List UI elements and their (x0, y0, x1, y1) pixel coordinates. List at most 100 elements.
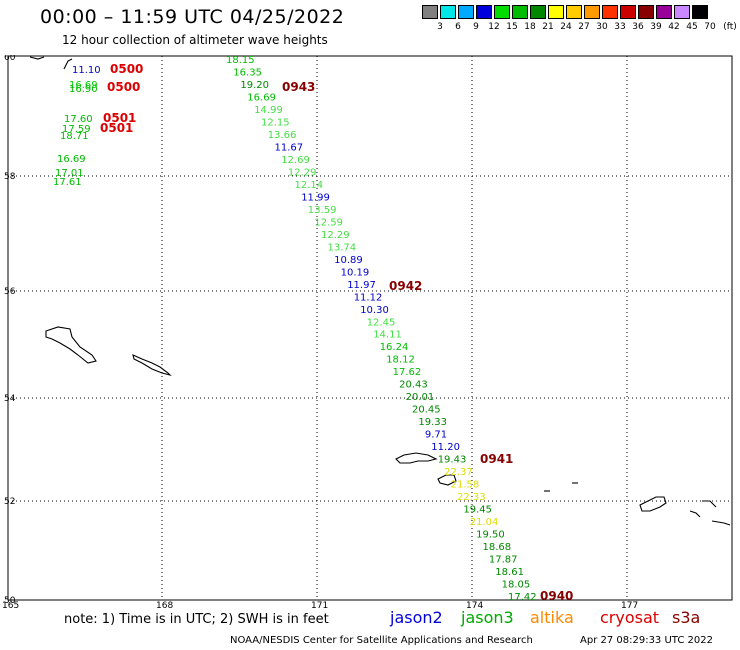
swh-value: 17.42 (508, 592, 537, 603)
pass-time: 0501 (103, 111, 136, 125)
swh-value: 17.87 (489, 555, 518, 566)
swh-value: 20.45 (412, 405, 441, 416)
scale-swatch (692, 5, 708, 19)
swh-value: 16.24 (380, 342, 409, 353)
scale-tick-label: 24 (560, 22, 572, 32)
scale-unit-label: (ft) (723, 22, 737, 32)
scale-swatch (458, 5, 474, 19)
lat-label: 60 (4, 55, 16, 63)
swh-value: 18.61 (495, 567, 524, 578)
lat-label: 50 (4, 596, 16, 606)
swh-value: 22.37 (444, 467, 473, 478)
scale-swatch (440, 5, 456, 19)
pass-time: 0500 (110, 62, 143, 76)
scale-tick-label: 6 (455, 22, 461, 32)
scale-swatch (674, 5, 690, 19)
scale-tick-label: 30 (596, 22, 608, 32)
swh-value: 16.35 (233, 68, 262, 79)
lat-label: 56 (4, 287, 16, 297)
swh-value: 18.15 (226, 55, 255, 66)
lon-label: 168 (156, 601, 174, 611)
swh-value: 12.14 (295, 180, 324, 191)
swh-value: 18.68 (483, 542, 512, 553)
swh-value: 16.69 (247, 93, 276, 104)
swh-value: 10.89 (334, 255, 363, 266)
lon-label: 165 (2, 601, 20, 611)
credit-line: NOAA/NESDIS Center for Satellite Applica… (230, 635, 533, 646)
scale-tick-label: 9 (473, 22, 479, 32)
swh-value: 19.50 (476, 530, 505, 541)
coastline (29, 56, 731, 526)
swh-value: 17.62 (393, 367, 422, 378)
sat-legend-s3a: s3a (672, 608, 701, 627)
swh-value: 19.45 (463, 505, 492, 516)
swh-value: 12.45 (367, 317, 396, 328)
swh-value: 14.99 (254, 105, 283, 116)
scale-swatch (566, 5, 582, 19)
swh-value: 16.69 (57, 154, 86, 165)
swh-value: 19.43 (438, 455, 467, 466)
scale-tick-label: 36 (632, 22, 644, 32)
pass-time: 0943 (282, 80, 315, 94)
scale-tick-label: 39 (650, 22, 662, 32)
scale-tick-label: 27 (578, 22, 590, 32)
scale-tick-label: 18 (524, 22, 536, 32)
lat-label: 52 (4, 497, 15, 507)
scale-tick-label: 15 (506, 22, 518, 32)
sat-legend-jason3: jason3 (461, 608, 514, 627)
swh-value: 11.97 (347, 280, 376, 291)
swh-value: 12.59 (314, 217, 343, 228)
swh-value: 19.20 (240, 80, 269, 91)
scale-swatch (530, 5, 546, 19)
scale-swatch (620, 5, 636, 19)
scale-swatch (584, 5, 600, 19)
scale-swatch (638, 5, 654, 19)
scale-tick-label: 12 (488, 22, 500, 32)
scale-swatch (476, 5, 492, 19)
lat-label: 58 (4, 172, 16, 182)
swh-value: 19.33 (418, 417, 447, 428)
page-title: 00:00 – 11:59 UTC 04/25/2022 (40, 6, 345, 28)
swh-value: 11.67 (275, 142, 304, 153)
swh-value: 21.58 (451, 480, 480, 491)
swh-value: 13.74 (328, 242, 357, 253)
swh-value: 11.10 (72, 65, 101, 76)
swh-value: 12.15 (261, 117, 290, 128)
swh-value: 17.61 (53, 177, 82, 188)
lat-label: 54 (4, 394, 16, 404)
swh-value: 17.59 (62, 124, 91, 135)
swh-value: 10.30 (360, 305, 389, 316)
swh-value: 12.29 (288, 167, 317, 178)
footnote: note: 1) Time is in UTC; 2) SWH is in fe… (64, 612, 329, 627)
swh-value: 18.05 (502, 580, 531, 591)
swh-value: 20.43 (399, 380, 428, 391)
scale-swatch (602, 5, 618, 19)
scale-tick-label: 33 (614, 22, 626, 32)
generated-timestamp: Apr 27 08:29:33 UTC 2022 (580, 635, 713, 646)
lon-label: 174 (466, 601, 484, 611)
scale-tick-label: 45 (686, 22, 698, 32)
scale-swatch (494, 5, 510, 19)
swh-value: 16.90 (69, 84, 98, 95)
swh-value: 21.04 (470, 517, 499, 528)
scale-swatch (422, 5, 438, 19)
swh-value: 10.19 (341, 267, 370, 278)
swh-value: 11.12 (354, 292, 383, 303)
lon-label: 177 (621, 601, 639, 611)
altimeter-map: 60 58 56 54 52 50 11.10 16.69 16.90 17.6… (4, 55, 733, 606)
swh-value: 16.69 (69, 80, 98, 91)
scale-tick-label: 3 (437, 22, 443, 32)
pass-time: 0500 (107, 80, 140, 94)
pass-time: 0501 (100, 121, 133, 135)
swh-value: 20.01 (406, 392, 435, 403)
scale-swatch (548, 5, 564, 19)
swh-value: 11.99 (301, 192, 330, 203)
scale-swatch (512, 5, 528, 19)
pass-time: 0941 (480, 452, 513, 466)
pass-time: 0940 (540, 589, 573, 603)
swh-value: 22.33 (457, 492, 486, 503)
scale-swatch (656, 5, 672, 19)
swh-value: 17.01 (55, 168, 84, 179)
swh-value: 14.11 (373, 330, 402, 341)
